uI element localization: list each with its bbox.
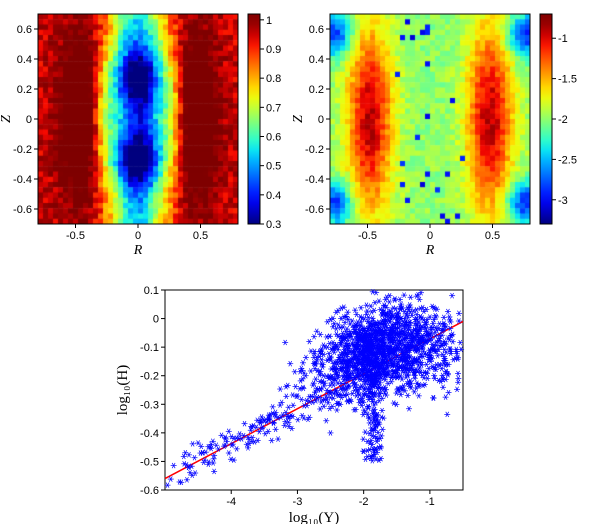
- scatter-ytick: -0.6: [140, 485, 159, 497]
- right_heatmap-axes: [330, 14, 530, 224]
- scatter-xtick: -3: [293, 496, 303, 508]
- left_heatmap-axes: [38, 14, 238, 224]
- right_heatmap-xtick: 0: [427, 230, 433, 242]
- left_heatmap-xlabel: R: [133, 243, 143, 258]
- right_heatmap-xtick: -0.5: [358, 230, 377, 242]
- right_heatmap-ctick: -2.5: [558, 154, 577, 166]
- left_heatmap-ctick: 0.3: [266, 219, 281, 231]
- scatter-xtick: -4: [226, 496, 236, 508]
- left_heatmap-xtick: 0.5: [193, 230, 208, 242]
- scatter-ytick: -0.2: [140, 371, 159, 383]
- left_heatmap-ctick: 0.9: [266, 44, 281, 56]
- scatter-ytick: 0: [153, 314, 159, 326]
- scatter-ytick: -0.4: [140, 428, 159, 440]
- right_heatmap-ctick: -1: [558, 33, 568, 45]
- left_heatmap-ctick: 0.4: [266, 190, 281, 202]
- right_heatmap-colorbar: [540, 14, 552, 224]
- left_heatmap-xtick: 0: [135, 230, 141, 242]
- left_heatmap-colorbar: [248, 14, 260, 224]
- left_heatmap-ctick: 0.5: [266, 161, 281, 173]
- right_heatmap-ytick: 0.2: [309, 84, 324, 96]
- right_heatmap-ytick: 0.4: [309, 54, 324, 66]
- right_heatmap-ylabel: Z: [291, 115, 306, 123]
- right_heatmap-ctick: -2: [558, 114, 568, 126]
- left_heatmap-ylabel: Z: [0, 115, 14, 123]
- left_heatmap-xtick: -0.5: [66, 230, 85, 242]
- right_heatmap-xtick: 0.5: [485, 230, 500, 242]
- left_heatmap-ytick: -0.2: [13, 144, 32, 156]
- scatter-ytick: 0.1: [144, 285, 159, 297]
- left_heatmap-ytick: -0.6: [13, 204, 32, 216]
- left_heatmap-ctick: 1: [266, 15, 272, 27]
- right_heatmap-ctick: -3: [558, 195, 568, 207]
- scatter-xtick: -1: [425, 496, 435, 508]
- left_heatmap-ctick: 0.7: [266, 102, 281, 114]
- right_heatmap-ytick: -0.2: [305, 144, 324, 156]
- left_heatmap-ctick: 0.8: [266, 73, 281, 85]
- scatter-ytick: -0.1: [140, 342, 159, 354]
- left_heatmap-ytick: 0: [26, 114, 32, 126]
- scatter-ylabel: log₁₀(H): [115, 365, 131, 415]
- left_heatmap-ytick: 0.4: [17, 54, 32, 66]
- right_heatmap-ytick: 0: [318, 114, 324, 126]
- left_heatmap-ytick: -0.4: [13, 174, 32, 186]
- scatter-ytick: -0.5: [140, 456, 159, 468]
- right_heatmap-ctick: -1.5: [558, 74, 577, 86]
- left_heatmap-ytick: 0.6: [17, 24, 32, 36]
- right_heatmap-ytick: -0.6: [305, 204, 324, 216]
- right_heatmap-xlabel: R: [425, 243, 435, 258]
- right_heatmap-ytick: 0.6: [309, 24, 324, 36]
- left_heatmap-ctick: 0.6: [266, 132, 281, 144]
- scatter-xtick: -2: [359, 496, 369, 508]
- figure-overlay: -0.5 0 0.5 -0.6 -0.4 -0.2 0 0.2 0.4 0.6 R Z -0.5 0 0.5…: [0, 0, 591, 524]
- left_heatmap-ytick: 0.2: [17, 84, 32, 96]
- scatter-xlabel: log₁₀(Υ): [289, 510, 339, 524]
- right_heatmap-ytick: -0.4: [305, 174, 324, 186]
- scatter-ytick: -0.3: [140, 399, 159, 411]
